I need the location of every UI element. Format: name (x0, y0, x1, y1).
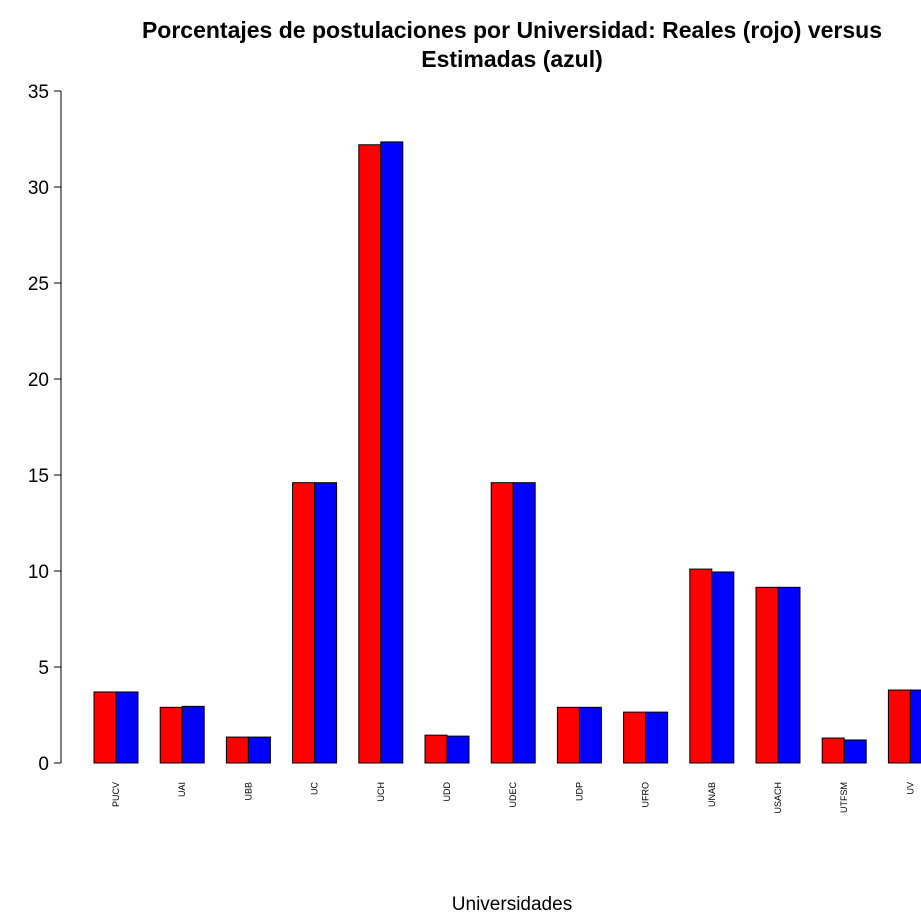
bar-udd-reales (424, 734, 448, 764)
x-tick-label-udd: UDD (442, 782, 452, 802)
bar-udp-estimadas (578, 706, 602, 764)
bar-ufro-estimadas (645, 711, 669, 764)
y-axis: 0 5 10 15 20 25 30 35 (28, 82, 62, 775)
chart-title-line2: Estimadas (azul) (421, 46, 603, 72)
y-tick-label: 0 (38, 754, 49, 775)
y-tick-label: 30 (28, 178, 49, 199)
bar-ubb-estimadas (247, 736, 271, 764)
bar-uai-estimadas (181, 705, 205, 764)
bar-unab-estimadas (711, 571, 735, 764)
x-tick-label-pucv: PUCV (111, 782, 121, 807)
bar-udd-estimadas (446, 735, 470, 764)
y-tick-label: 25 (28, 274, 49, 295)
bar-udec-reales (490, 482, 514, 764)
x-tick-label-ufro: UFRO (641, 782, 651, 808)
y-tick-label: 15 (28, 466, 49, 487)
bar-uch-reales (358, 144, 382, 764)
bar-uc-estimadas (314, 482, 338, 764)
chart-title-line1: Porcentajes de postulaciones por Univers… (142, 17, 882, 43)
x-axis-label: Universidades (452, 894, 572, 915)
y-tick-label: 5 (38, 658, 49, 679)
bar-uv-reales (887, 689, 911, 764)
bar-unab-reales (689, 568, 713, 764)
bar-usach-estimadas (777, 586, 801, 764)
bar-pucv-estimadas (115, 691, 139, 764)
bar-utfsm-reales (821, 737, 845, 764)
x-tick-label-utfsm: UTFSM (839, 782, 849, 813)
bars-group (93, 141, 921, 764)
bar-uv-estimadas (909, 689, 921, 764)
bar-ubb-reales (225, 736, 249, 764)
bar-udp-reales (556, 706, 580, 764)
x-tick-label-udp: UDP (574, 782, 584, 801)
x-tick-label-uv: UV (905, 782, 915, 795)
bar-uch-estimadas (380, 141, 404, 764)
bar-pucv-reales (93, 691, 117, 764)
x-tick-label-unab: UNAB (707, 782, 717, 807)
x-tick-label-usach: USACH (773, 782, 783, 814)
y-tick-label: 20 (28, 370, 49, 391)
bar-uai-reales (159, 706, 183, 764)
y-tick-label: 35 (28, 82, 49, 103)
bar-uc-reales (292, 482, 316, 764)
y-tick-label: 10 (28, 562, 49, 583)
x-tick-label-uai: UAI (177, 782, 187, 797)
x-tick-label-uc: UC (310, 782, 320, 795)
bar-usach-reales (755, 586, 779, 764)
bar-ufro-reales (623, 711, 647, 764)
x-tick-label-uch: UCH (376, 782, 386, 802)
x-tick-label-ubb: UBB (243, 782, 253, 801)
bar-utfsm-estimadas (843, 739, 867, 764)
bar-udec-estimadas (512, 482, 536, 764)
x-tick-labels: PUCV UAI UBB UC UCH UDD UDEC UDP UFRO UNAB USACH UT… (111, 782, 915, 814)
x-tick-label-udec: UDEC (508, 782, 518, 808)
